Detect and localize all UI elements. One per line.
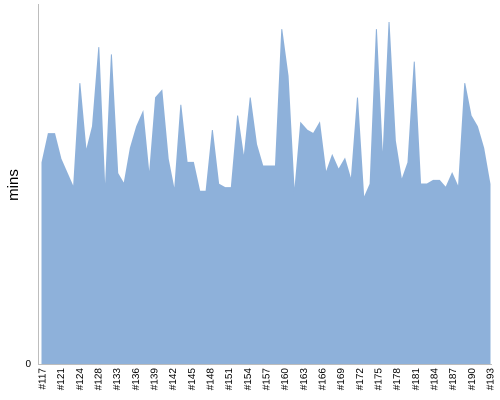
x-tick-label: #187 [448,368,459,391]
x-tick-label: #136 [131,368,142,391]
x-tick-label: #184 [430,368,441,391]
x-tick-label: #181 [411,368,422,391]
x-tick-label: #139 [150,368,161,391]
x-tick-label: #178 [392,368,403,391]
x-tick-label: #190 [467,368,478,391]
x-tick-label: #154 [243,368,254,391]
x-tick-label: #160 [280,368,291,391]
series-area [41,21,491,365]
x-ticks: #117 #121 #124 #128 #133 #136 #139 #142 #145 #148… [38,368,497,391]
x-tick-label: #121 [56,368,67,391]
x-tick-label: #128 [94,368,105,391]
x-tick-label: #175 [374,368,385,391]
x-tick-label: #124 [75,368,86,391]
x-tick-label: #151 [224,368,235,391]
x-tick-label: #169 [336,368,347,391]
x-tick-label: #142 [168,368,179,391]
y-tick-label: 0 [25,359,31,370]
x-tick-label: #166 [318,368,329,391]
x-tick-label: #133 [112,368,123,391]
x-tick-label: #157 [262,368,273,391]
x-tick-label: #193 [486,368,497,391]
area-series [41,21,491,365]
x-tick-label: #145 [187,368,198,391]
y-ticks: 0 [25,359,31,370]
y-axis-title: mins [5,169,22,201]
x-tick-label: #148 [206,368,217,391]
x-tick-label: #172 [355,368,366,391]
x-tick-label: #163 [299,368,310,391]
x-tick-label: #117 [38,368,49,390]
